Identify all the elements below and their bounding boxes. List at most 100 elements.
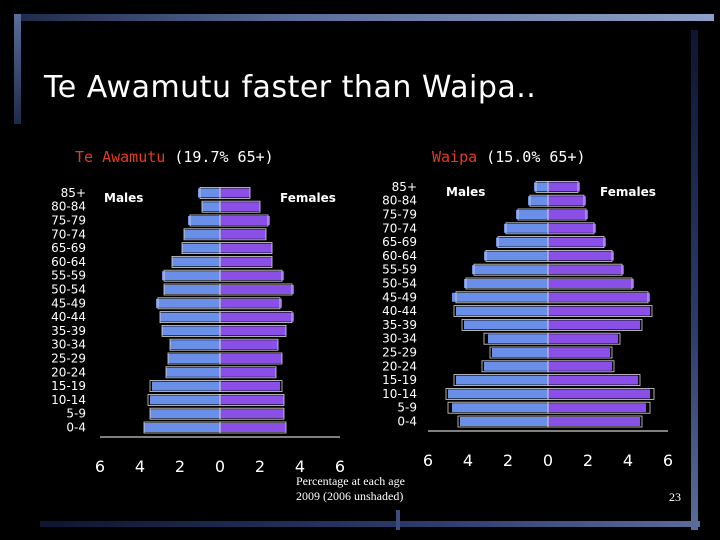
te-awamutu-age-label: 40-44 bbox=[51, 310, 86, 324]
waipa-age-label: 40-44 bbox=[382, 304, 417, 318]
te-awamutu-female-outline-2006-65-69 bbox=[219, 242, 273, 255]
waipa-female-outline-2006-60-64 bbox=[547, 249, 613, 262]
waipa-age-label: 50-54 bbox=[382, 277, 417, 291]
waipa-female-outline-2006-65-69 bbox=[547, 236, 605, 249]
te-awamutu-male-bar-50-54 bbox=[164, 285, 220, 294]
te-awamutu-age-label: 30-34 bbox=[51, 338, 86, 352]
waipa-males-label: Males bbox=[446, 185, 485, 199]
te-awamutu-male-bar-40-44 bbox=[160, 312, 220, 322]
waipa-male-bar-30-34 bbox=[488, 334, 548, 344]
waipa-age-label: 5-9 bbox=[397, 401, 417, 415]
te-awamutu-x-tick-label: 6 bbox=[335, 457, 345, 476]
waipa-female-outline-2006-50-54 bbox=[547, 277, 633, 290]
te-awamutu-female-bar-5-9 bbox=[220, 409, 284, 419]
waipa-male-bar-0-4 bbox=[460, 417, 548, 426]
waipa-male-bar-60-64 bbox=[484, 251, 548, 261]
waipa-female-outline-2006-15-19 bbox=[547, 374, 641, 387]
waipa-female-bar-80-84 bbox=[548, 196, 586, 206]
te-awamutu-female-bar-65-69 bbox=[220, 243, 272, 253]
te-awamutu-female-bar-85+ bbox=[220, 188, 250, 198]
te-awamutu-female-outline-2006-25-29 bbox=[219, 352, 283, 365]
waipa-female-outline-2006-70-74 bbox=[547, 222, 595, 235]
te-awamutu-female-outline-2006-45-49 bbox=[219, 297, 281, 310]
waipa-age-label: 55-59 bbox=[382, 263, 417, 277]
waipa-age-label: 45-49 bbox=[382, 290, 417, 304]
te-awamutu-female-outline-2006-50-54 bbox=[219, 283, 293, 296]
waipa-x-tick-label: 2 bbox=[503, 451, 513, 470]
waipa-male-bar-35-39 bbox=[464, 320, 548, 330]
te-awamutu-male-bar-0-4 bbox=[144, 423, 220, 432]
te-awamutu-age-label: 70-74 bbox=[51, 227, 86, 241]
te-awamutu-x-tick-label: 0 bbox=[215, 457, 225, 476]
waipa-male-bar-20-24 bbox=[484, 361, 548, 371]
decorative-top-bar bbox=[14, 14, 714, 21]
caption-line-1: Percentage at each age bbox=[296, 474, 405, 488]
te-awamutu-female-bar-30-34 bbox=[220, 340, 278, 350]
te-awamutu-female-outline-2006-55-59 bbox=[219, 269, 283, 282]
waipa-male-bar-25-29 bbox=[492, 348, 548, 357]
waipa-age-label: 85+ bbox=[392, 180, 417, 194]
decorative-left-bar bbox=[14, 14, 21, 124]
te-awamutu-age-label: 25-29 bbox=[51, 352, 86, 366]
chart-caption: Percentage at each age 2009 (2006 unshad… bbox=[296, 474, 405, 504]
decorative-bottom-bar bbox=[40, 521, 700, 527]
te-awamutu-female-bar-70-74 bbox=[220, 229, 266, 239]
waipa-female-outline-2006-75-79 bbox=[547, 208, 587, 221]
waipa-female-bar-55-59 bbox=[548, 265, 624, 275]
te-awamutu-age-label: 5-9 bbox=[66, 407, 86, 421]
te-awamutu-female-outline-2006-85+ bbox=[219, 186, 251, 199]
waipa-female-outline-2006-45-49 bbox=[547, 291, 649, 304]
waipa-x-tick-label: 0 bbox=[543, 451, 553, 470]
waipa-x-tick-label: 4 bbox=[463, 451, 473, 470]
te-awamutu-x-tick-label: 2 bbox=[255, 457, 265, 476]
te-awamutu-male-bar-55-59 bbox=[162, 271, 220, 281]
waipa-female-bar-40-44 bbox=[548, 306, 650, 316]
te-awamutu-age-label: 50-54 bbox=[51, 283, 86, 297]
te-awamutu-female-outline-2006-0-4 bbox=[219, 421, 287, 434]
waipa-female-outline-2006-80-84 bbox=[547, 194, 585, 207]
waipa-female-bar-50-54 bbox=[548, 279, 634, 288]
te-awamutu-female-bar-60-64 bbox=[220, 257, 272, 267]
te-awamutu-age-label: 35-39 bbox=[51, 324, 86, 338]
te-awamutu-female-bar-25-29 bbox=[220, 354, 282, 363]
waipa-female-bar-85+ bbox=[548, 182, 580, 192]
te-awamutu-female-bar-10-14 bbox=[220, 395, 284, 405]
waipa-female-bar-20-24 bbox=[548, 361, 612, 371]
te-awamutu-x-tick-label: 4 bbox=[135, 457, 145, 476]
te-awamutu-male-bar-25-29 bbox=[168, 354, 220, 363]
te-awamutu-female-outline-2006-35-39 bbox=[219, 324, 287, 337]
waipa-male-bar-10-14 bbox=[448, 389, 548, 399]
page-number: 23 bbox=[669, 490, 681, 504]
waipa-age-label: 15-19 bbox=[382, 373, 417, 387]
te-awamutu-male-bar-60-64 bbox=[172, 257, 220, 267]
waipa-female-bar-45-49 bbox=[548, 292, 650, 302]
waipa-age-label: 0-4 bbox=[397, 415, 417, 429]
waipa-female-bar-15-19 bbox=[548, 375, 638, 385]
te-awamutu-age-label: 85+ bbox=[61, 186, 86, 200]
waipa-male-bar-55-59 bbox=[472, 265, 548, 275]
te-awamutu-male-bar-80-84 bbox=[202, 202, 220, 212]
waipa-female-outline-2006-40-44 bbox=[547, 305, 653, 318]
te-awamutu-male-bar-65-69 bbox=[182, 243, 220, 253]
waipa-female-bar-30-34 bbox=[548, 334, 618, 344]
te-awamutu-male-bar-20-24 bbox=[166, 367, 220, 377]
waipa-female-bar-65-69 bbox=[548, 237, 606, 247]
waipa-female-outline-2006-5-9 bbox=[547, 401, 651, 414]
waipa-female-outline-2006-30-34 bbox=[547, 332, 621, 345]
te-awamutu-female-bar-35-39 bbox=[220, 326, 286, 336]
te-awamutu-male-bar-15-19 bbox=[152, 381, 220, 391]
waipa-age-label: 25-29 bbox=[382, 346, 417, 360]
waipa-male-bar-75-79 bbox=[516, 210, 548, 219]
waipa-female-outline-2006-25-29 bbox=[547, 346, 613, 359]
te-awamutu-female-outline-2006-40-44 bbox=[219, 311, 293, 324]
te-awamutu-age-label: 55-59 bbox=[51, 269, 86, 283]
te-awamutu-female-bar-20-24 bbox=[220, 367, 276, 377]
te-awamutu-female-outline-2006-5-9 bbox=[219, 407, 285, 420]
te-awamutu-age-label: 20-24 bbox=[51, 365, 86, 379]
te-awamutu-male-bar-35-39 bbox=[162, 326, 220, 336]
waipa-female-outline-2006-35-39 bbox=[547, 318, 643, 331]
te-awamutu-x-tick-label: 4 bbox=[295, 457, 305, 476]
te-awamutu-female-bar-45-49 bbox=[220, 298, 282, 308]
waipa-male-bar-40-44 bbox=[456, 306, 548, 316]
